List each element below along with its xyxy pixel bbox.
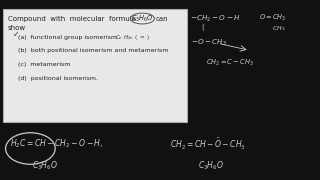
Text: $C_3H_6O$: $C_3H_6O$ [32, 159, 58, 172]
Text: $CH_2=C-CH_3$: $CH_2=C-CH_3$ [206, 58, 254, 68]
Text: $CH_2=CH-\ddot{O}-CH_3$: $CH_2=CH-\ddot{O}-CH_3$ [170, 136, 245, 152]
Text: $C_n\ H_{2n}\ (\ =\ )$: $C_n\ H_{2n}\ (\ =\ )$ [115, 33, 150, 42]
Text: $O=CH_3$: $O=CH_3$ [259, 13, 287, 23]
Text: (a)  functional group isomerism: (a) functional group isomerism [18, 35, 116, 40]
Text: $C_3H_6O$: $C_3H_6O$ [131, 14, 154, 24]
Text: $C_3H_6O$: $C_3H_6O$ [198, 159, 224, 172]
Text: Compound  with  molecular  formula: Compound with molecular formula [8, 16, 136, 22]
Text: (b)  both positional isomerism and metamerism: (b) both positional isomerism and metame… [18, 48, 168, 53]
Text: |: | [202, 24, 204, 31]
Text: show: show [8, 25, 26, 31]
Text: $H_2C=CH-CH_2-O-H,$: $H_2C=CH-CH_2-O-H,$ [10, 138, 103, 150]
Text: (d)  positional isomerism.: (d) positional isomerism. [18, 76, 98, 81]
Text: ✓: ✓ [13, 30, 19, 39]
Text: can: can [156, 16, 168, 22]
Text: $CH_3$: $CH_3$ [272, 24, 285, 33]
Text: $- CH_2-O-H$: $- CH_2-O-H$ [190, 14, 241, 24]
FancyBboxPatch shape [3, 9, 187, 122]
Text: (c)  metamerism: (c) metamerism [18, 62, 70, 67]
Text: $- O - CH_3$: $- O - CH_3$ [191, 38, 227, 48]
